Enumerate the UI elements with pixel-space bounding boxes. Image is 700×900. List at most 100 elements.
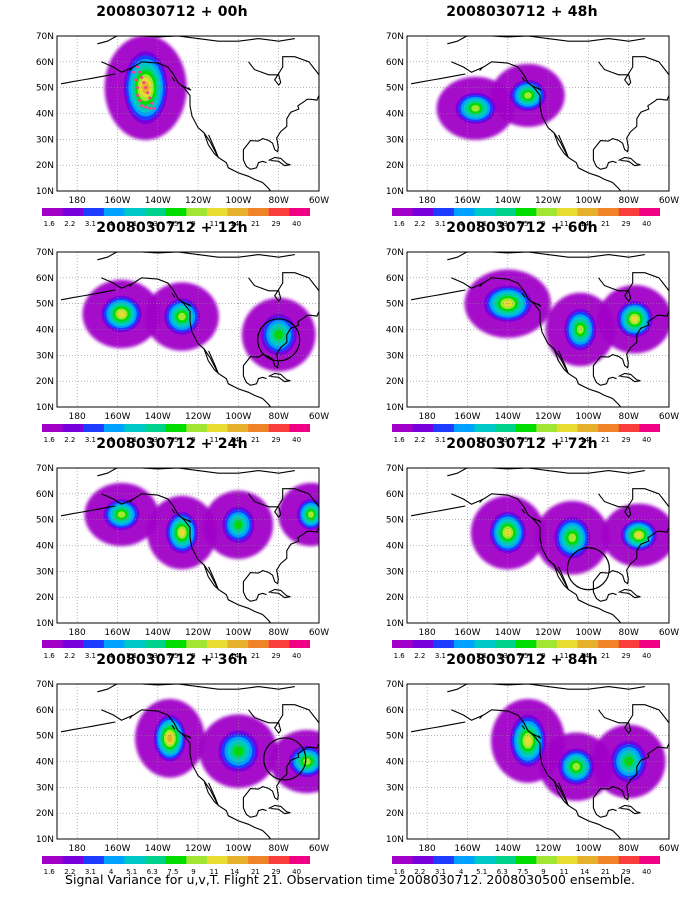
colorbar-label: 5.1	[126, 220, 137, 228]
lon-tick-label: 140W	[145, 412, 171, 422]
colorbar-swatch	[42, 640, 64, 648]
map-frame	[406, 251, 670, 408]
lon-tick-label: 100W	[225, 844, 251, 854]
colorbar-label: 14	[580, 868, 589, 876]
lon-tick-label: 60W	[309, 844, 329, 854]
coastline	[451, 61, 622, 191]
lon-tick-label: 80W	[619, 196, 639, 206]
coastline	[203, 348, 219, 374]
colorbar-swatch	[206, 640, 228, 648]
variance-maximum	[222, 506, 255, 544]
colorbar-label: 3.1	[85, 220, 96, 228]
lat-tick-label: 30N	[36, 351, 54, 361]
variance-maximum	[153, 714, 186, 762]
lat-tick-label: 20N	[386, 593, 404, 603]
lon-tick-label: 180	[69, 196, 86, 206]
lat-tick-label: 20N	[36, 809, 54, 819]
colorbar-label: 1.6	[44, 220, 56, 228]
coastline	[447, 252, 645, 261]
lat-tick-label: 60N	[36, 490, 54, 500]
colorbar-label: 9	[541, 220, 545, 228]
colorbar-label: 6.3	[497, 652, 508, 660]
map-panel: 2008030712 + 36h 10N 20N 30N 40N 50N 60N 70N 180…	[22, 652, 329, 876]
colorbar-swatch	[248, 424, 270, 432]
island-coastline	[479, 714, 484, 719]
contour-level	[117, 511, 126, 518]
map-frame	[56, 35, 320, 192]
map-panel: 2008030712 + 00h 10N 20N 30N 40N 50N 60N 70N 180…	[22, 4, 329, 228]
lat-tick-label: 20N	[36, 161, 54, 171]
colorbar-label: 6.3	[147, 220, 158, 228]
colorbar-swatch	[453, 424, 475, 432]
track-point	[136, 93, 140, 97]
coastline	[618, 588, 641, 599]
colorbar-label: 3.1	[435, 436, 446, 444]
lon-tick-label: 160W	[104, 628, 130, 638]
colorbar-swatch	[42, 424, 64, 432]
lat-tick-label: 10N	[386, 835, 404, 845]
colorbar-label: 11	[210, 220, 219, 228]
colorbar-label: 7.5	[517, 868, 528, 876]
island-coastline	[181, 85, 192, 91]
colorbar-label: 21	[601, 652, 610, 660]
coastline	[598, 272, 669, 303]
colorbar-label: 6.3	[497, 220, 508, 228]
colorbar-swatch	[62, 640, 84, 648]
colorbar-swatch	[412, 640, 434, 648]
lat-tick-label: 20N	[36, 593, 54, 603]
variance-maximum	[103, 498, 140, 531]
colorbar-label: 40	[292, 868, 301, 876]
lon-tick-label: 60W	[309, 196, 329, 206]
contour-level	[234, 520, 243, 530]
colorbar-swatch	[103, 208, 125, 216]
figure-caption: Signal Variance for u,v,T. Flight 21. Ob…	[65, 872, 635, 887]
colorbar-swatch	[453, 208, 475, 216]
colorbar-swatch	[289, 640, 310, 648]
colorbar-swatch	[639, 856, 660, 864]
colorbar-label: 14	[580, 220, 589, 228]
map-panel: 2008030712 + 12h 10N 20N 30N 40N 50N 60N 70N 180…	[22, 220, 329, 444]
colorbar-swatch	[618, 208, 640, 216]
colorbar-swatch	[145, 856, 167, 864]
lon-tick-label: 100W	[575, 412, 601, 422]
coastline	[248, 56, 319, 87]
colorbar-swatch	[433, 208, 455, 216]
coastline	[101, 61, 272, 191]
lat-tick-label: 50N	[386, 732, 404, 742]
lon-tick-label: 60W	[659, 844, 679, 854]
lon-tick-label: 80W	[269, 844, 289, 854]
lat-tick-label: 60N	[36, 706, 54, 716]
island-coastline	[531, 301, 542, 307]
coastline	[242, 527, 319, 602]
colorbar-label: 29	[272, 652, 281, 660]
variance-map: 10N 20N 30N 40N 50N 60N 70N 180 160W 140W 120W 100W…	[36, 464, 329, 638]
colorbar-label: 29	[622, 652, 631, 660]
track-point	[146, 91, 150, 95]
colorbar-label: 2.2	[414, 868, 425, 876]
colorbar-label: 40	[642, 436, 651, 444]
lon-tick-label: 180	[419, 196, 436, 206]
variance-maximum	[564, 308, 597, 351]
lat-tick-label: 50N	[36, 732, 54, 742]
lat-tick-label: 70N	[386, 32, 404, 42]
lon-tick-label: 100W	[225, 628, 251, 638]
lon-tick-label: 140W	[495, 844, 521, 854]
colorbar-swatch	[206, 208, 228, 216]
colorbar-label: 3.1	[85, 868, 96, 876]
colorbar-label: 6.3	[147, 652, 158, 660]
colorbar-swatch	[577, 856, 599, 864]
coastline	[101, 709, 272, 839]
coastlines	[60, 684, 319, 839]
colorbar-label: 1.6	[44, 436, 56, 444]
lon-tick-label: 60W	[659, 196, 679, 206]
variance-maximum	[296, 498, 319, 531]
colorbar-label: 14	[230, 652, 239, 660]
coastline	[618, 372, 641, 383]
coastline	[553, 780, 569, 806]
coastline	[598, 488, 669, 519]
coastline	[268, 804, 291, 815]
colorbar-label: 3.1	[435, 220, 446, 228]
coastline	[592, 743, 669, 818]
coastline	[248, 704, 319, 735]
verification-region-circle	[257, 318, 301, 362]
